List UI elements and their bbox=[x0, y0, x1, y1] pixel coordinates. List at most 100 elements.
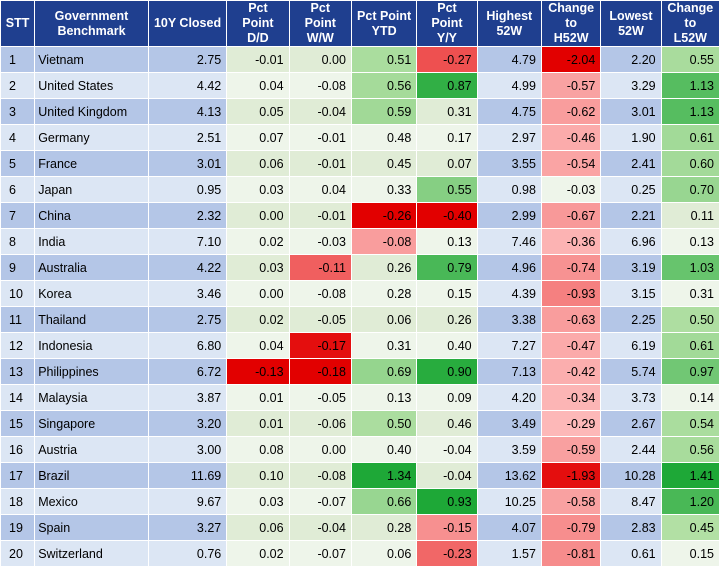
table-row: 11 Thailand 2.75 0.02 -0.05 0.06 0.26 3.38 -0.63… bbox=[1, 307, 719, 332]
cell-stt: 20 bbox=[1, 541, 35, 566]
cell-stt: 4 bbox=[1, 125, 35, 150]
cell-pct-ww: 0.00 bbox=[289, 47, 351, 72]
cell-pct-ytd: 0.50 bbox=[351, 411, 417, 436]
table-row: 1 Vietnam 2.75 -0.01 0.00 0.51 -0.27 4.79 -2.04 2… bbox=[1, 47, 719, 72]
cell-highest-52w: 3.38 bbox=[477, 307, 541, 332]
cell-pct-dd: 0.06 bbox=[227, 515, 289, 540]
cell-pct-dd: 0.04 bbox=[227, 73, 289, 98]
cell-10y-closed: 6.80 bbox=[148, 333, 227, 358]
cell-change-h52w: -0.63 bbox=[541, 307, 601, 332]
header-stt: STT bbox=[1, 1, 35, 46]
cell-pct-ytd: 0.33 bbox=[351, 177, 417, 202]
cell-change-l52w: 0.56 bbox=[661, 437, 719, 462]
cell-pct-dd: 0.03 bbox=[227, 177, 289, 202]
cell-pct-ww: -0.04 bbox=[289, 99, 351, 124]
cell-10y-closed: 3.46 bbox=[148, 281, 227, 306]
cell-highest-52w: 4.99 bbox=[477, 73, 541, 98]
header-pct-dd: Pct Point D/D bbox=[227, 1, 289, 46]
header-lowest-52w: Lowest 52W bbox=[601, 1, 661, 46]
cell-lowest-52w: 3.73 bbox=[601, 385, 661, 410]
cell-pct-ww: -0.01 bbox=[289, 125, 351, 150]
cell-lowest-52w: 2.25 bbox=[601, 307, 661, 332]
cell-lowest-52w: 2.20 bbox=[601, 47, 661, 72]
cell-pct-ytd: 0.06 bbox=[351, 307, 417, 332]
cell-highest-52w: 7.46 bbox=[477, 229, 541, 254]
cell-change-l52w: 1.20 bbox=[661, 489, 719, 514]
header-row: STT Government Benchmark 10Y Closed Pct … bbox=[1, 1, 719, 46]
cell-country: Korea bbox=[35, 281, 148, 306]
cell-pct-yy: 0.26 bbox=[417, 307, 477, 332]
cell-pct-yy: 0.15 bbox=[417, 281, 477, 306]
cell-stt: 12 bbox=[1, 333, 35, 358]
cell-pct-ytd: -0.26 bbox=[351, 203, 417, 228]
cell-change-h52w: -0.62 bbox=[541, 99, 601, 124]
cell-pct-ytd: 0.56 bbox=[351, 73, 417, 98]
cell-change-l52w: 0.13 bbox=[661, 229, 719, 254]
cell-country: Philippines bbox=[35, 359, 148, 384]
cell-lowest-52w: 0.25 bbox=[601, 177, 661, 202]
cell-pct-yy: -0.04 bbox=[417, 437, 477, 462]
cell-lowest-52w: 0.61 bbox=[601, 541, 661, 566]
cell-10y-closed: 0.76 bbox=[148, 541, 227, 566]
cell-highest-52w: 7.13 bbox=[477, 359, 541, 384]
cell-country: Malaysia bbox=[35, 385, 148, 410]
table-row: 19 Spain 3.27 0.06 -0.04 0.28 -0.15 4.07 -0.79 2.… bbox=[1, 515, 719, 540]
cell-pct-ytd: 0.69 bbox=[351, 359, 417, 384]
cell-change-h52w: -0.79 bbox=[541, 515, 601, 540]
cell-pct-dd: 0.01 bbox=[227, 385, 289, 410]
table-row: 17 Brazil 11.69 0.10 -0.08 1.34 -0.04 13.62 -1.9… bbox=[1, 463, 719, 488]
header-change-h52w: Change to H52W bbox=[541, 1, 601, 46]
cell-change-h52w: -0.46 bbox=[541, 125, 601, 150]
cell-change-h52w: -1.93 bbox=[541, 463, 601, 488]
cell-pct-dd: 0.00 bbox=[227, 281, 289, 306]
cell-lowest-52w: 3.15 bbox=[601, 281, 661, 306]
cell-pct-dd: -0.01 bbox=[227, 47, 289, 72]
cell-change-h52w: -0.36 bbox=[541, 229, 601, 254]
cell-change-h52w: -0.47 bbox=[541, 333, 601, 358]
cell-lowest-52w: 3.29 bbox=[601, 73, 661, 98]
cell-10y-closed: 11.69 bbox=[148, 463, 227, 488]
cell-pct-yy: 0.87 bbox=[417, 73, 477, 98]
cell-change-l52w: 0.11 bbox=[661, 203, 719, 228]
cell-10y-closed: 7.10 bbox=[148, 229, 227, 254]
cell-pct-ww: -0.07 bbox=[289, 489, 351, 514]
cell-pct-ytd: 0.59 bbox=[351, 99, 417, 124]
cell-stt: 9 bbox=[1, 255, 35, 280]
cell-pct-yy: 0.46 bbox=[417, 411, 477, 436]
cell-stt: 1 bbox=[1, 47, 35, 72]
cell-pct-yy: 0.13 bbox=[417, 229, 477, 254]
cell-10y-closed: 3.20 bbox=[148, 411, 227, 436]
cell-highest-52w: 3.59 bbox=[477, 437, 541, 462]
cell-highest-52w: 2.99 bbox=[477, 203, 541, 228]
header-pct-ytd: Pct Point YTD bbox=[351, 1, 417, 46]
cell-pct-yy: 0.31 bbox=[417, 99, 477, 124]
cell-highest-52w: 4.20 bbox=[477, 385, 541, 410]
cell-country: Brazil bbox=[35, 463, 148, 488]
cell-10y-closed: 3.87 bbox=[148, 385, 227, 410]
cell-pct-dd: 0.06 bbox=[227, 151, 289, 176]
cell-lowest-52w: 8.47 bbox=[601, 489, 661, 514]
cell-pct-ww: 0.00 bbox=[289, 437, 351, 462]
cell-stt: 3 bbox=[1, 99, 35, 124]
cell-10y-closed: 3.01 bbox=[148, 151, 227, 176]
cell-lowest-52w: 6.96 bbox=[601, 229, 661, 254]
cell-country: United States bbox=[35, 73, 148, 98]
header-highest-52w: Highest 52W bbox=[477, 1, 541, 46]
cell-pct-ytd: 0.26 bbox=[351, 255, 417, 280]
cell-country: Switzerland bbox=[35, 541, 148, 566]
cell-change-l52w: 0.15 bbox=[661, 541, 719, 566]
cell-pct-dd: 0.08 bbox=[227, 437, 289, 462]
cell-pct-ytd: 0.51 bbox=[351, 47, 417, 72]
cell-pct-ww: -0.06 bbox=[289, 411, 351, 436]
cell-pct-ww: -0.07 bbox=[289, 541, 351, 566]
table-row: 3 United Kingdom 4.13 0.05 -0.04 0.59 0.31 4.75… bbox=[1, 99, 719, 124]
cell-pct-ww: -0.01 bbox=[289, 203, 351, 228]
cell-change-l52w: 0.61 bbox=[661, 125, 719, 150]
cell-pct-yy: 0.17 bbox=[417, 125, 477, 150]
cell-10y-closed: 9.67 bbox=[148, 489, 227, 514]
cell-pct-yy: -0.04 bbox=[417, 463, 477, 488]
cell-10y-closed: 3.00 bbox=[148, 437, 227, 462]
cell-10y-closed: 0.95 bbox=[148, 177, 227, 202]
cell-change-l52w: 1.13 bbox=[661, 99, 719, 124]
cell-stt: 10 bbox=[1, 281, 35, 306]
